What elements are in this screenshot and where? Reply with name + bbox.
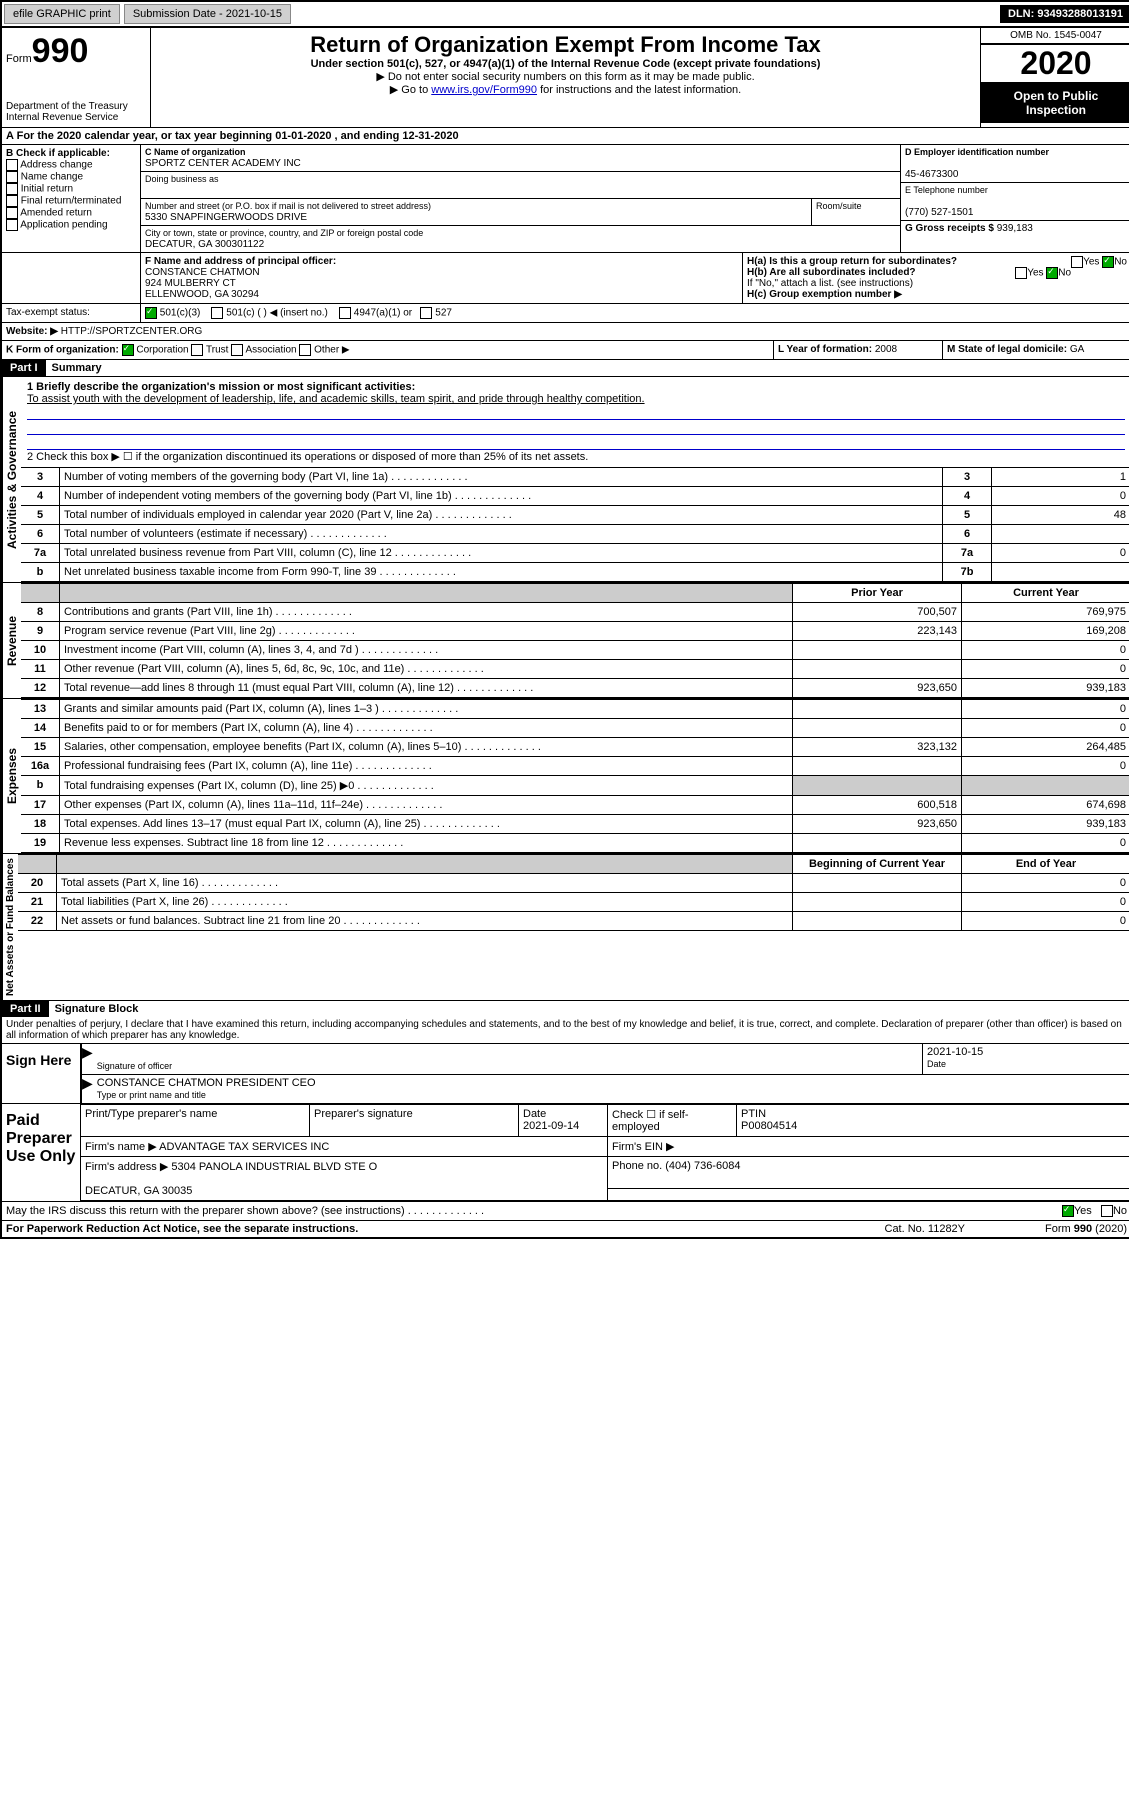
discuss-row: May the IRS discuss this return with the… — [2, 1201, 1129, 1220]
tax-year: 2020 — [981, 44, 1129, 83]
paid-preparer-row: Paid Preparer Use Only Print/Type prepar… — [2, 1103, 1129, 1201]
section-a-line: A For the 2020 calendar year, or tax yea… — [2, 128, 1129, 145]
b-item: Application pending — [6, 219, 136, 231]
preparer-table: Print/Type preparer's namePreparer's sig… — [80, 1104, 1129, 1201]
gross-receipts: 939,183 — [997, 223, 1033, 234]
org-name: SPORTZ CENTER ACADEMY INC — [145, 158, 301, 169]
governance-table: 3Number of voting members of the governi… — [21, 467, 1129, 582]
form-number: 990 — [32, 32, 89, 70]
form-990-page: efile GRAPHIC print Submission Date - 20… — [0, 0, 1129, 1239]
arrow-icon: ▶ — [82, 1075, 93, 1103]
revenue-table: Prior YearCurrent Year8Contributions and… — [21, 583, 1129, 698]
signer-name: CONSTANCE CHATMON PRESIDENT CEO — [97, 1077, 316, 1089]
telephone: (770) 527-1501 — [905, 207, 973, 218]
arrow-icon: ▶ — [82, 1044, 93, 1074]
part1-header: Part ISummary — [2, 360, 1129, 377]
section-bcdeg: B Check if applicable: Address change Na… — [2, 145, 1129, 253]
ein: 45-4673300 — [905, 169, 958, 180]
expenses-section: Expenses 13Grants and similar amounts pa… — [2, 698, 1129, 853]
form-label: Form — [6, 53, 32, 65]
page-footer: For Paperwork Reduction Act Notice, see … — [2, 1220, 1129, 1237]
part2-header: Part IISignature Block — [2, 1000, 1129, 1017]
row-i: Tax-exempt status: 501(c)(3) 501(c) ( ) … — [2, 304, 1129, 323]
expenses-table: 13Grants and similar amounts paid (Part … — [21, 699, 1129, 853]
netassets-table: Beginning of Current YearEnd of Year20To… — [18, 854, 1129, 931]
street-address: 5330 SNAPFINGERWOODS DRIVE — [145, 212, 307, 223]
perjury-text: Under penalties of perjury, I declare th… — [2, 1017, 1129, 1043]
netassets-section: Net Assets or Fund Balances Beginning of… — [2, 853, 1129, 1000]
open-public: Open to Public Inspection — [981, 83, 1129, 123]
form-title: Return of Organization Exempt From Incom… — [155, 32, 976, 58]
top-bar: efile GRAPHIC print Submission Date - 20… — [2, 2, 1129, 28]
b-item: Name change — [6, 171, 136, 183]
mission-text: To assist youth with the development of … — [27, 393, 1125, 405]
officer-name: CONSTANCE CHATMON — [145, 267, 260, 278]
irs-link[interactable]: www.irs.gov/Form990 — [431, 84, 537, 96]
part1-governance: Activities & Governance 1 Briefly descri… — [2, 377, 1129, 582]
row-klm: K Form of organization: Corporation Trus… — [2, 341, 1129, 360]
form-header: Form990 Department of the Treasury Inter… — [2, 28, 1129, 128]
b-item: Amended return — [6, 207, 136, 219]
omb-number: OMB No. 1545-0047 — [981, 28, 1129, 44]
revenue-section: Revenue Prior YearCurrent Year8Contribut… — [2, 582, 1129, 698]
efile-button[interactable]: efile GRAPHIC print — [4, 4, 120, 24]
dln-label: DLN: 93493288013191 — [1000, 5, 1129, 23]
sign-here-row: Sign Here ▶ Signature of officer 2021-10… — [2, 1043, 1129, 1103]
b-item: Initial return — [6, 183, 136, 195]
submission-date-button[interactable]: Submission Date - 2021-10-15 — [124, 4, 291, 24]
subtitle-2: ▶ Do not enter social security numbers o… — [155, 70, 976, 83]
section-fh: F Name and address of principal officer:… — [2, 253, 1129, 304]
subtitle-1: Under section 501(c), 527, or 4947(a)(1)… — [155, 58, 976, 70]
subtitle-3: ▶ Go to www.irs.gov/Form990 for instruct… — [155, 83, 976, 96]
b-item: Final return/terminated — [6, 195, 136, 207]
b-item: Address change — [6, 159, 136, 171]
website: HTTP://SPORTZCENTER.ORG — [61, 326, 203, 337]
row-j: Website: ▶ HTTP://SPORTZCENTER.ORG — [2, 323, 1129, 341]
city-state-zip: DECATUR, GA 300301122 — [145, 239, 264, 250]
dept-label: Department of the Treasury Internal Reve… — [6, 101, 146, 123]
b-label: B Check if applicable: — [6, 148, 136, 159]
